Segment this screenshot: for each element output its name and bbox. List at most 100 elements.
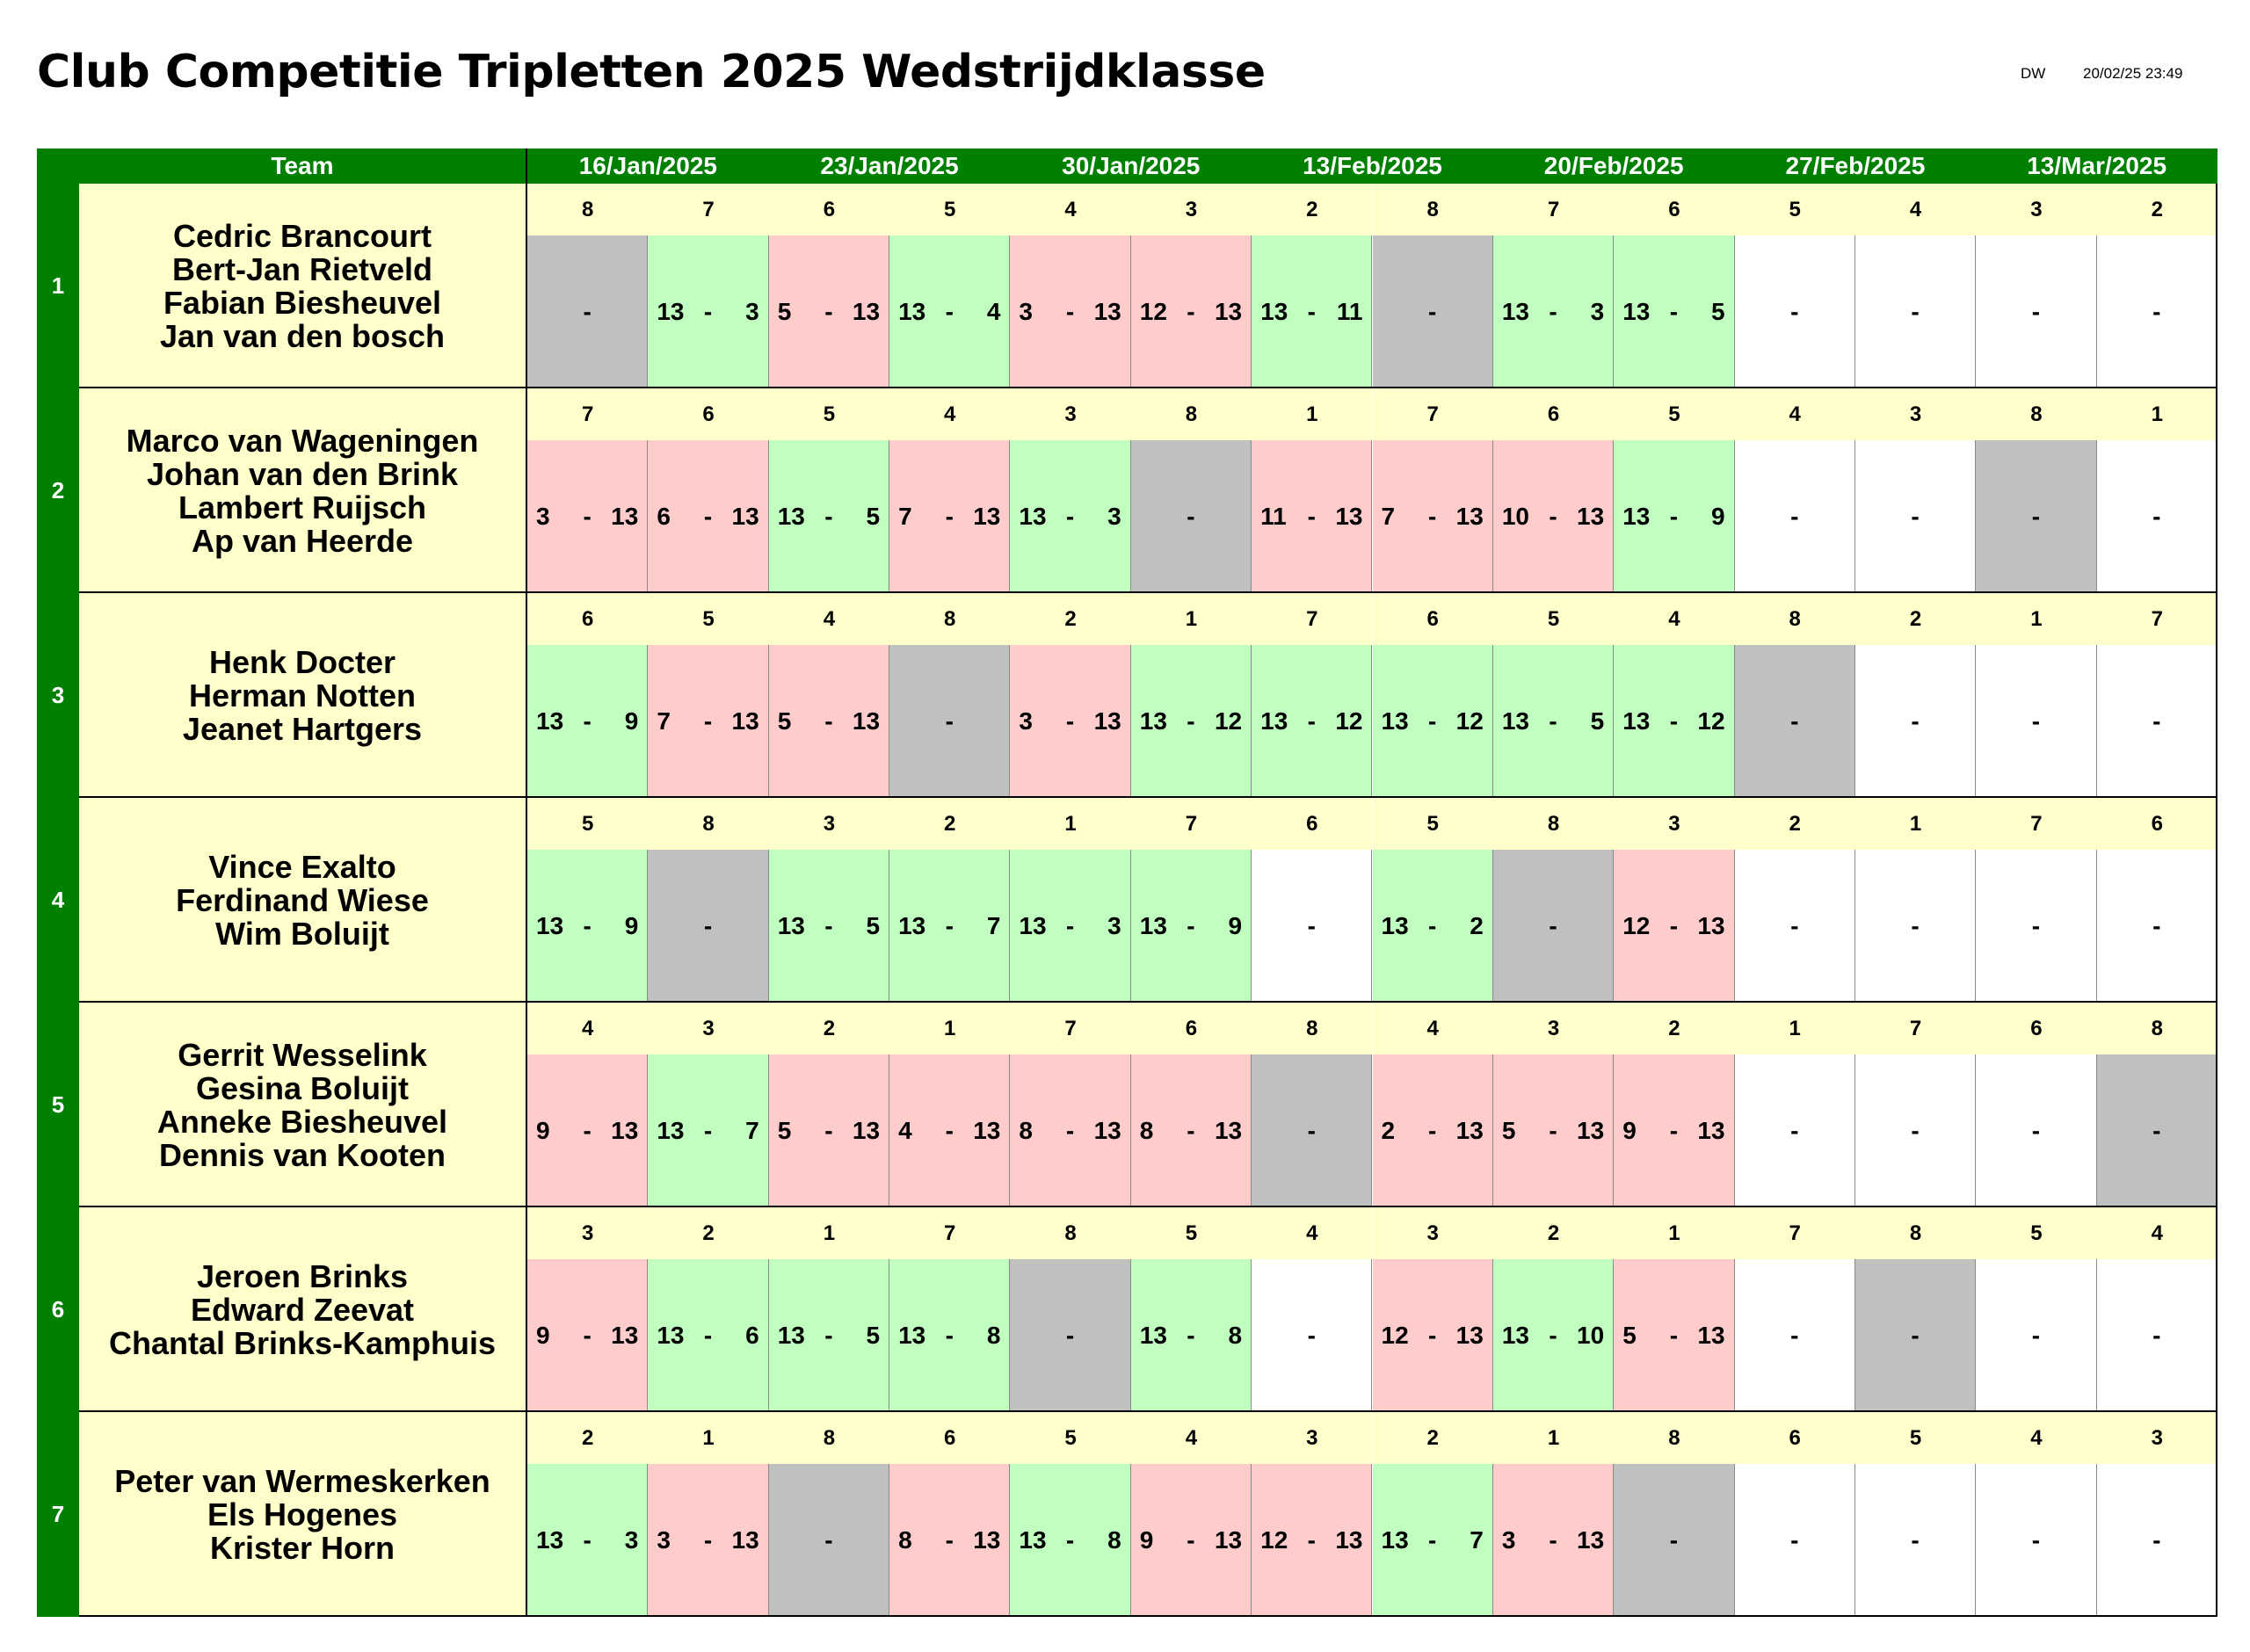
header-date: 16/Jan/2025 <box>527 149 769 184</box>
score-cell: 6 -13 <box>648 440 769 593</box>
score-cell: - <box>1734 440 1855 593</box>
opponent-number: 7 <box>889 1207 1011 1259</box>
opponent-number: 6 <box>2096 798 2217 850</box>
player-name: Herman Notten <box>188 677 417 714</box>
score-against: 5 <box>866 912 881 939</box>
score-separator: - <box>945 503 954 530</box>
score-against: 3 <box>745 298 759 325</box>
score-cell: 13- 7 <box>1372 1464 1493 1617</box>
row-separator <box>79 1206 2217 1207</box>
score-cell: 8 -13 <box>889 1464 1011 1617</box>
score-empty: - <box>824 1526 833 1554</box>
score-cell: 12-13 <box>1614 850 1735 1003</box>
score-cell: 13- 3 <box>1492 235 1615 388</box>
row-separator <box>79 1410 2217 1412</box>
score-cell: 5 -13 <box>768 235 890 388</box>
opponent-number: 3 <box>1252 1412 1373 1464</box>
opponent-number: 5 <box>648 593 769 645</box>
opponent-number: 8 <box>2096 1003 2217 1054</box>
score-against: 7 <box>1470 1526 1484 1554</box>
score-for: 12 <box>1381 1322 1409 1349</box>
score-empty: - <box>2152 1117 2161 1144</box>
opponent-number: 8 <box>1854 1207 1977 1259</box>
score-for: 13 <box>1381 1526 1409 1554</box>
score-separator: - <box>1549 298 1557 325</box>
score-for: 13 <box>898 298 926 325</box>
opponent-number: 6 <box>1614 184 1735 235</box>
score-against: 13 <box>1214 1526 1243 1554</box>
score-against: 13 <box>1577 1117 1605 1144</box>
score-for: 13 <box>536 707 564 735</box>
score-separator: - <box>1428 503 1437 530</box>
score-against: 13 <box>1093 298 1121 325</box>
score-separator: - <box>1065 912 1075 939</box>
score-cell: - <box>1976 1054 2097 1207</box>
score-for: 13 <box>1019 503 1047 530</box>
opponent-number: 7 <box>1372 388 1493 440</box>
opponent-number: 8 <box>1252 1003 1373 1054</box>
score-cell: 13- 3 <box>1010 850 1131 1003</box>
opponent-number: 6 <box>1492 388 1615 440</box>
score-empty: - <box>1549 912 1557 939</box>
opponent-number: 4 <box>1734 388 1855 440</box>
score-for: 13 <box>1260 298 1288 325</box>
score-separator: - <box>1428 1322 1437 1349</box>
opponent-number: 8 <box>1492 798 1615 850</box>
score-against: 3 <box>624 1526 639 1554</box>
score-cell: 13- 9 <box>1614 440 1735 593</box>
score-cell: 9 -13 <box>527 1259 649 1412</box>
score-empty: - <box>2152 912 2161 939</box>
player-name: Jeroen Brinks <box>196 1257 409 1294</box>
score-empty: - <box>2031 503 2041 530</box>
score-for: 12 <box>1260 1526 1288 1554</box>
opponent-number: 2 <box>1614 1003 1735 1054</box>
opponent-number: 4 <box>1614 593 1735 645</box>
score-against: 8 <box>986 1322 1001 1349</box>
score-separator: - <box>583 1526 592 1554</box>
score-for: 9 <box>536 1322 550 1349</box>
score-cell: 7 -13 <box>1372 440 1493 593</box>
opponent-number: 4 <box>889 388 1011 440</box>
results-grid: Team 16/Jan/2025 23/Jan/2025 30/Jan/2025 13/… <box>37 149 2217 1618</box>
score-against: 5 <box>866 1322 881 1349</box>
team-name-block: Peter van Wermeskerken Els Hogenes Krister… <box>79 1412 527 1617</box>
score-empty: - <box>2031 298 2041 325</box>
score-empty: - <box>2152 1322 2161 1349</box>
header-date: 20/Feb/2025 <box>1492 149 1735 184</box>
score-cell: - <box>2096 1054 2217 1207</box>
score-for: 9 <box>1139 1526 1154 1554</box>
score-for: 8 <box>1019 1117 1033 1144</box>
score-empty: - <box>1911 912 1920 939</box>
score-for: 13 <box>657 1117 685 1144</box>
score-separator: - <box>824 912 833 939</box>
score-cell: 13-10 <box>1492 1259 1615 1412</box>
header-date: 23/Jan/2025 <box>768 149 1011 184</box>
score-cell: 9 -13 <box>527 1054 649 1207</box>
score-against: 3 <box>1107 503 1121 530</box>
score-cell: 5 -13 <box>1614 1259 1735 1412</box>
opponent-number: 1 <box>1010 798 1131 850</box>
header-corner <box>37 149 79 184</box>
opponent-number: 8 <box>1010 1207 1131 1259</box>
score-cell: 8 -13 <box>1010 1054 1131 1207</box>
score-separator: - <box>1187 298 1195 325</box>
opponent-number: 5 <box>1130 1207 1252 1259</box>
score-cell: - <box>1854 1464 1977 1617</box>
score-against: 13 <box>1697 912 1725 939</box>
score-against: 13 <box>1335 1526 1363 1554</box>
score-against: 13 <box>852 1117 881 1144</box>
score-separator: - <box>1549 1526 1557 1554</box>
score-empty: - <box>1790 1526 1799 1554</box>
opponent-number: 5 <box>1492 593 1615 645</box>
opponent-number: 3 <box>527 1207 649 1259</box>
score-cell: 13- 9 <box>527 850 649 1003</box>
score-against: 7 <box>986 912 1001 939</box>
score-empty: - <box>1790 707 1799 735</box>
team-number: 4 <box>37 798 79 1003</box>
score-for: 13 <box>1501 707 1529 735</box>
score-separator: - <box>1549 1322 1557 1349</box>
opponent-number: 4 <box>1854 184 1977 235</box>
score-separator: - <box>1187 1526 1195 1554</box>
opponent-number: 1 <box>1854 798 1977 850</box>
score-cell: - <box>1854 440 1977 593</box>
